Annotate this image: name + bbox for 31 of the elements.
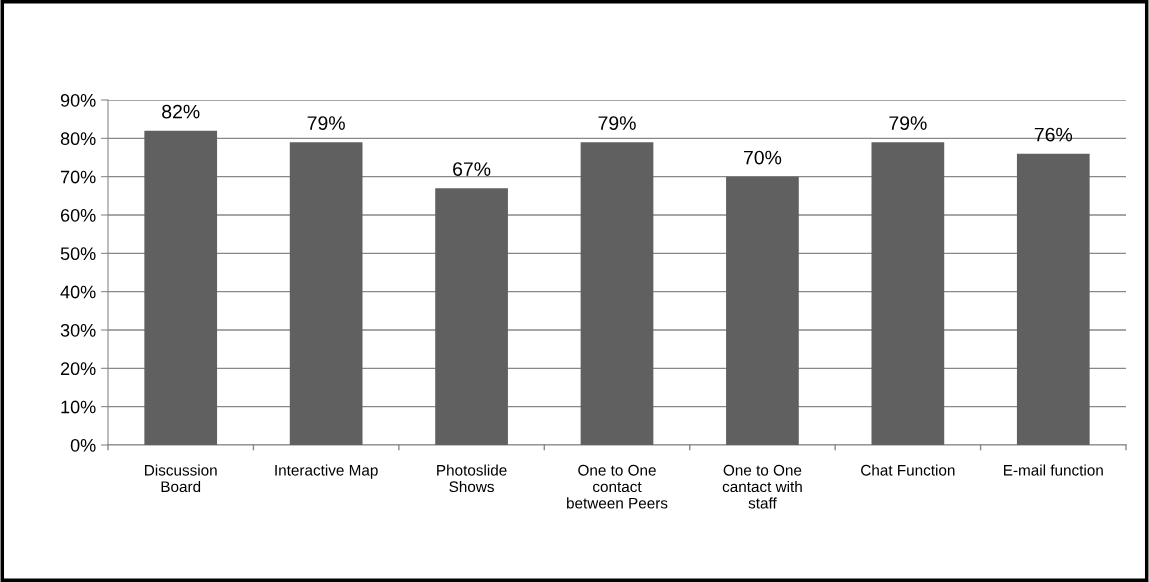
x-tick-label: One to One cantact with staff: [722, 464, 802, 509]
y-tick-label: 80%: [60, 132, 96, 146]
x-tick-label: Photoslide Shows: [437, 464, 507, 493]
bar: [1016, 153, 1090, 445]
bar: [871, 142, 945, 445]
y-tick-label: 50%: [60, 247, 96, 261]
y-tick-label: 90%: [60, 93, 96, 107]
bar: [580, 142, 654, 445]
data-label: 70%: [743, 150, 782, 165]
data-label: 76%: [1034, 127, 1073, 142]
bar: [726, 176, 799, 445]
y-tick-label: 60%: [60, 208, 96, 222]
data-label: 79%: [307, 116, 345, 130]
y-tick-label: 30%: [60, 323, 96, 337]
y-tick-label: 20%: [60, 362, 96, 376]
data-label: 67%: [453, 162, 491, 176]
bar: [144, 130, 218, 445]
x-tick-label: One to One contact between Peers: [567, 464, 668, 509]
x-tick-label: Chat Function: [861, 464, 955, 476]
y-tick-label: 70%: [60, 170, 96, 184]
data-label: 79%: [598, 116, 636, 130]
y-tick-label: 40%: [60, 285, 96, 299]
x-tick-label: E-mail function: [1004, 464, 1103, 476]
x-tick-label: Interactive Map: [275, 464, 378, 479]
data-label: 79%: [889, 116, 927, 130]
y-tick-label: 10%: [61, 400, 96, 414]
x-tick-label: Discussion Board: [145, 464, 217, 493]
data-label: 82%: [162, 104, 200, 119]
y-tick-label: 0%: [70, 438, 96, 452]
bar: [435, 188, 508, 445]
bar: [289, 142, 363, 445]
